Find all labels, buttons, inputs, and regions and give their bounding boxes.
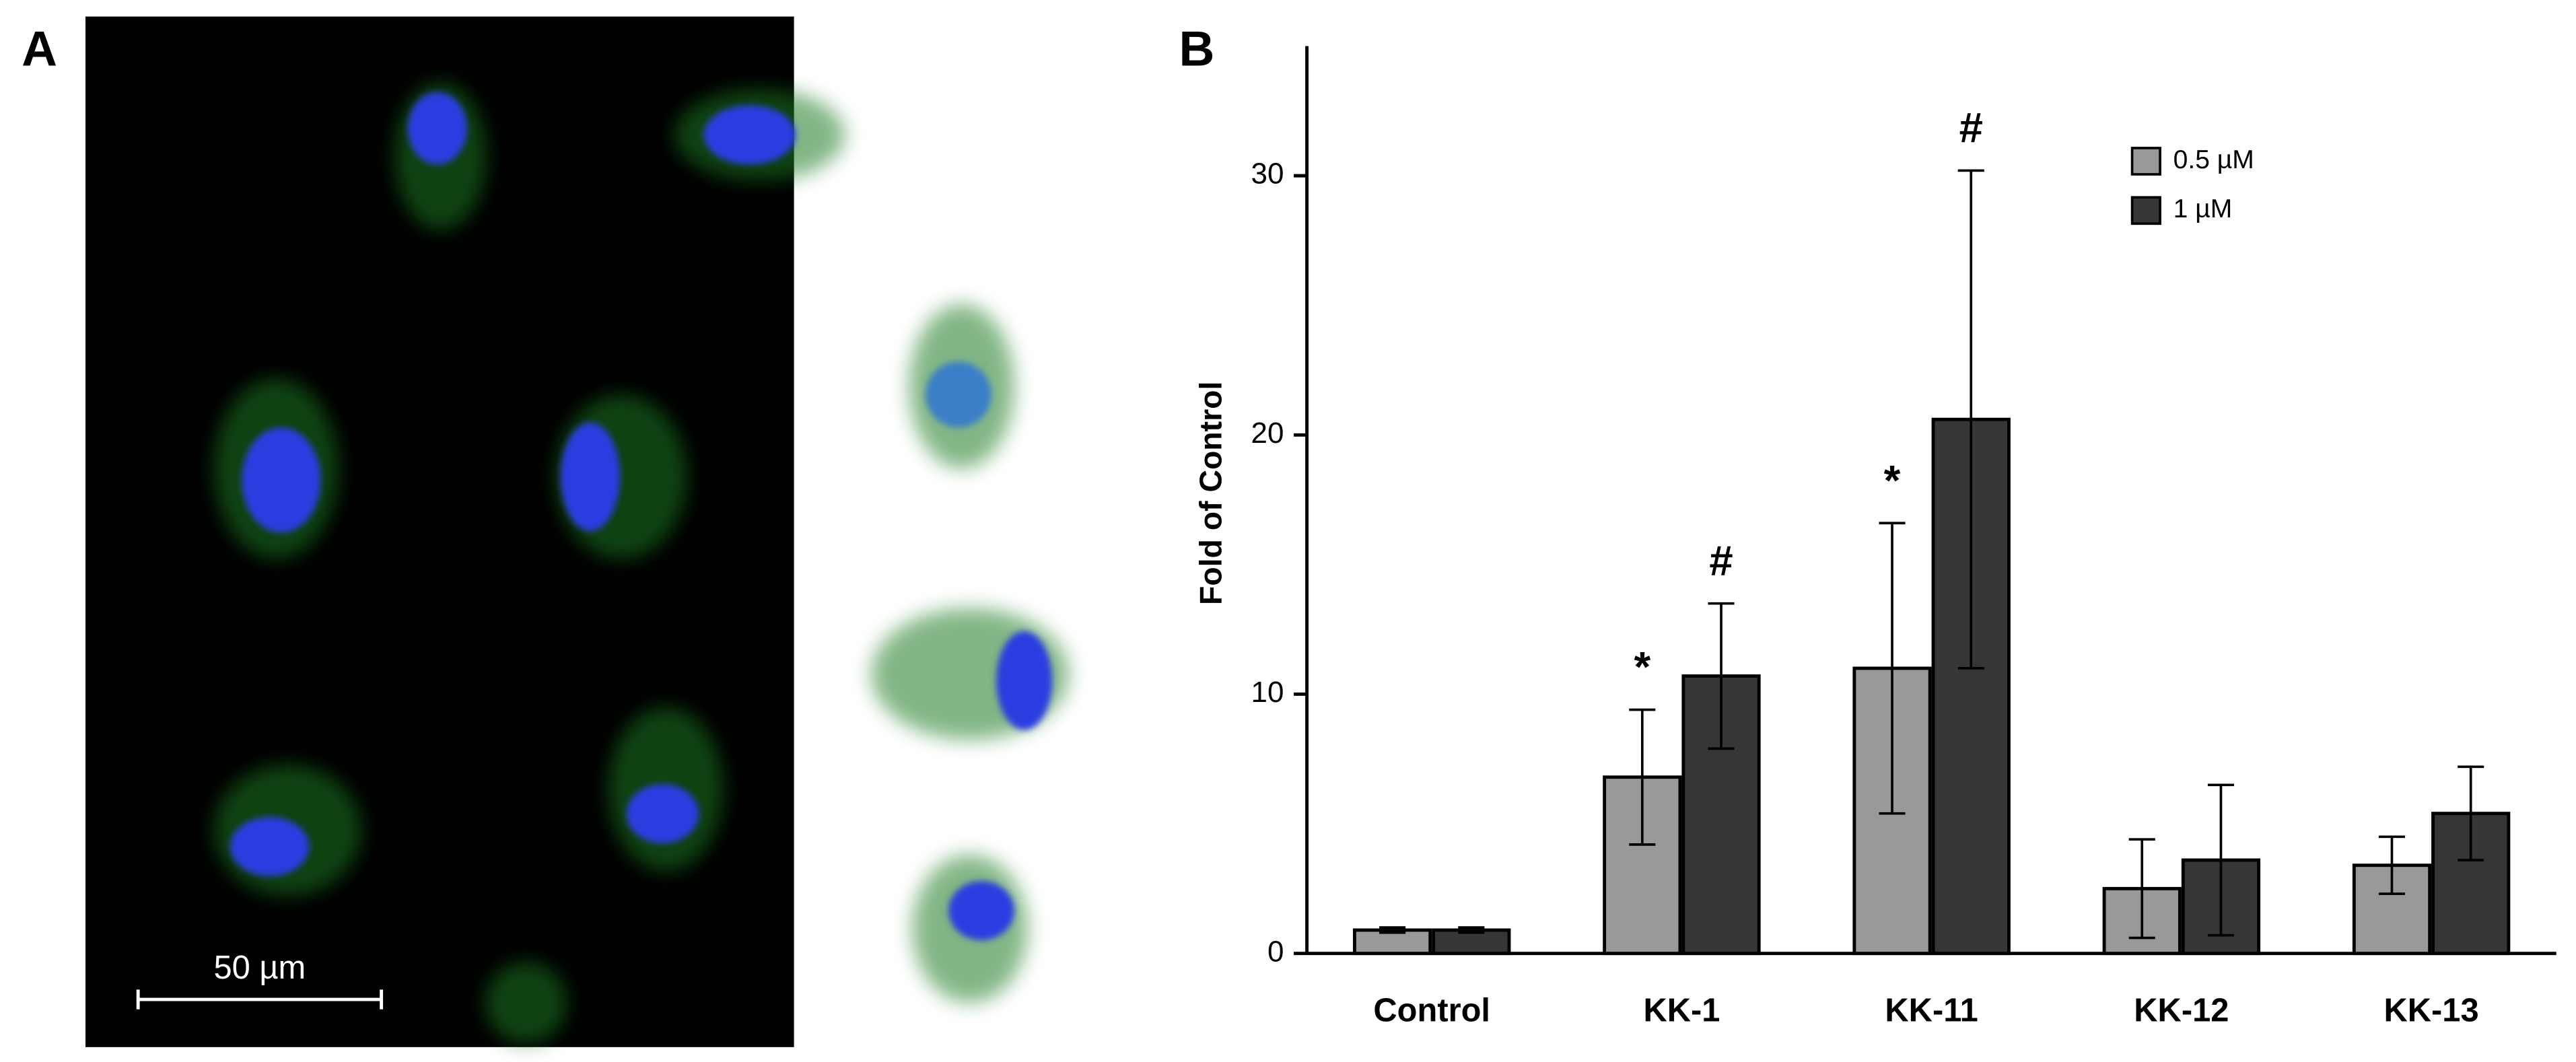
bar <box>1432 928 1511 956</box>
error-bar <box>2128 838 2155 940</box>
panel-label: B <box>1179 22 1215 77</box>
x-tick-label: KK-1 <box>1643 992 1720 1028</box>
legend-label: 0.5 µM <box>2173 145 2254 174</box>
significance-mark: # <box>1709 538 1733 585</box>
error-bar <box>1458 926 1485 934</box>
error-bar <box>1708 602 1735 750</box>
y-tick-label: 10 <box>1251 676 1284 709</box>
scale-bar-label: 50 µm <box>214 950 306 986</box>
error-bar <box>2458 765 2484 861</box>
y-tick-label: 20 <box>1251 417 1284 450</box>
x-tick-label: Control <box>1373 992 1490 1028</box>
x-tick-label: KK-11 <box>1885 992 1978 1028</box>
error-bar <box>2378 835 2406 895</box>
y-tick-label: 0 <box>1267 935 1284 968</box>
legend-label: 1 µM <box>2173 194 2233 223</box>
significance-mark: * <box>1884 457 1901 504</box>
significance-mark: # <box>1959 105 1983 152</box>
error-bar <box>1879 522 1906 815</box>
x-tick-label: KK-12 <box>2134 992 2229 1028</box>
legend-swatch <box>2130 196 2161 225</box>
error-bar <box>2207 783 2235 937</box>
y-axis-label: Fold of Control <box>1193 382 1228 605</box>
y-tick-label: 30 <box>1251 157 1284 190</box>
cells <box>213 82 1069 1044</box>
x-tick-label: KK-13 <box>2384 992 2479 1028</box>
error-bar <box>1957 169 1984 670</box>
significance-mark: * <box>1634 644 1650 691</box>
legend-swatch <box>2130 147 2161 176</box>
panel-label: A <box>22 22 57 77</box>
error-bar <box>1629 708 1656 846</box>
error-bar <box>1379 926 1406 934</box>
